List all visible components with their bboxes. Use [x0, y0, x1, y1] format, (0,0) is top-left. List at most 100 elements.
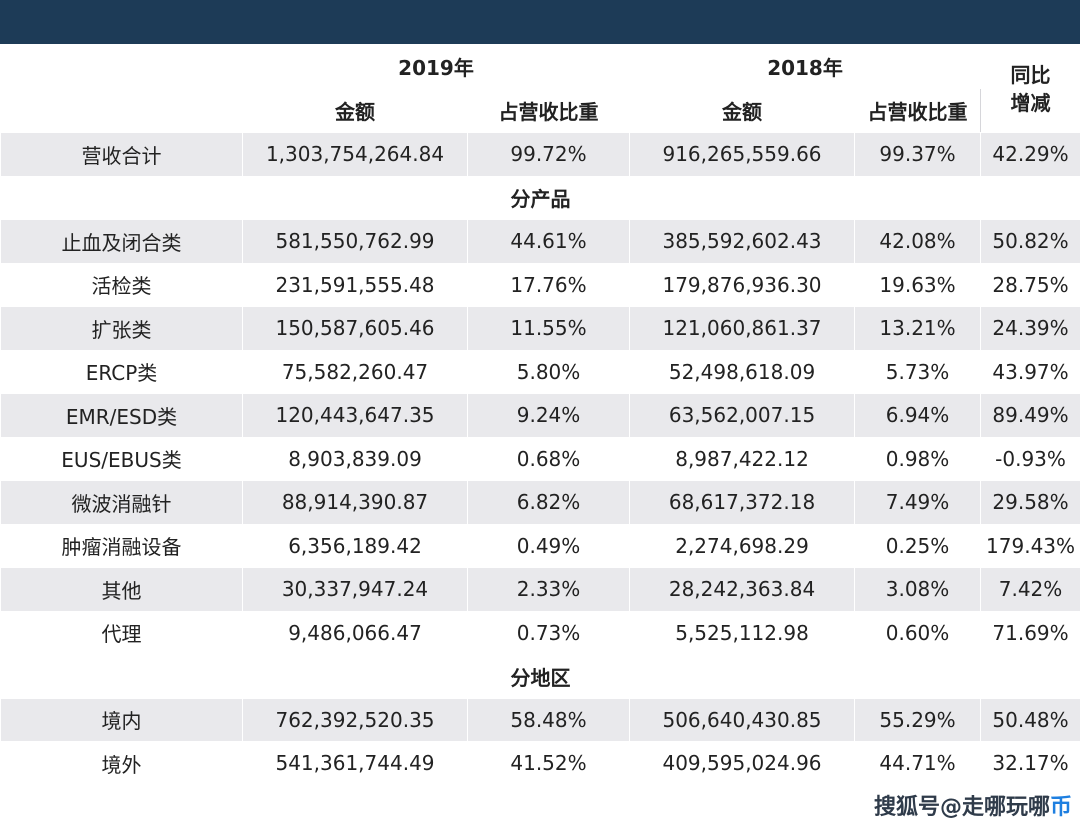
table-row: 其他 30,337,947.24 2.33% 28,242,363.84 3.08% 7.… — [0, 567, 1080, 612]
row-label: 肿瘤消融设备 — [0, 523, 243, 568]
cell-share-2019: 99.72% — [466, 132, 631, 177]
table-row: ERCP类 75,582,260.47 5.80% 52,498,618.09 5.73… — [0, 349, 1080, 394]
cell-amount-2019: 120,443,647.35 — [242, 393, 468, 438]
cell-share-2018: 0.98% — [854, 436, 982, 481]
header-2018: 2018年 — [629, 44, 982, 89]
cell-amount-2019: 75,582,260.47 — [242, 349, 468, 394]
top-banner — [0, 0, 1080, 44]
cell-share-2019: 0.68% — [466, 436, 631, 481]
table-row: 肿瘤消融设备 6,356,189.42 0.49% 2,274,698.29 0.25%… — [0, 523, 1080, 568]
cell-amount-2019: 8,903,839.09 — [242, 436, 468, 481]
cell-share-2019: 9.24% — [466, 393, 631, 438]
section-title-region: 分地区 — [0, 654, 1080, 699]
cell-amount-2018: 68,617,372.18 — [629, 480, 856, 525]
cell-share-2018: 6.94% — [854, 393, 982, 438]
cell-yoy: 29.58% — [980, 480, 1080, 525]
table-row-total: 营收合计 1,303,754,264.84 99.72% 916,265,559… — [0, 132, 1080, 177]
cell-amount-2019: 88,914,390.87 — [242, 480, 468, 525]
cell-amount-2018: 385,592,602.43 — [629, 219, 856, 264]
header-yoy-line1: 同比 — [1010, 62, 1051, 87]
cell-yoy: 42.29% — [980, 132, 1080, 177]
cell-amount-2019: 762,392,520.35 — [242, 697, 468, 742]
cell-amount-2019: 6,356,189.42 — [242, 523, 468, 568]
cell-amount-2018: 52,498,618.09 — [629, 349, 856, 394]
cell-amount-2019: 231,591,555.48 — [242, 262, 468, 307]
cell-amount-2018: 506,640,430.85 — [629, 697, 856, 742]
cell-share-2019: 41.52% — [466, 741, 631, 786]
cell-yoy: 71.69% — [980, 610, 1080, 655]
cell-amount-2018: 121,060,861.37 — [629, 306, 856, 351]
row-label: 止血及闭合类 — [0, 219, 243, 264]
cell-share-2018: 13.21% — [854, 306, 982, 351]
cell-amount-2018: 8,987,422.12 — [629, 436, 856, 481]
cell-yoy: 28.75% — [980, 262, 1080, 307]
header-row-years: 2019年 2018年 同比 增减 — [0, 44, 1080, 133]
table-row: 活检类 231,591,555.48 17.76% 179,876,936.30 19.… — [0, 262, 1080, 307]
revenue-table: 2019年 2018年 同比 增减 金额 占营收比重 金额 占营收比重 营收合计… — [0, 44, 1080, 786]
cell-amount-2018: 28,242,363.84 — [629, 567, 856, 612]
cell-share-2019: 17.76% — [466, 262, 631, 307]
table-row: 境外 541,361,744.49 41.52% 409,595,024.96 44.7… — [0, 741, 1080, 786]
cell-amount-2019: 30,337,947.24 — [242, 567, 468, 612]
row-label: ERCP类 — [0, 349, 243, 394]
row-label: 营收合计 — [0, 132, 243, 177]
section-header-product: 分产品 — [0, 175, 1080, 220]
cell-share-2019: 11.55% — [466, 306, 631, 351]
cell-yoy: 43.97% — [980, 349, 1080, 394]
row-label: 境外 — [0, 741, 243, 786]
row-label: 境内 — [0, 697, 243, 742]
watermark-suffix: 币 — [1049, 795, 1072, 820]
row-label: 扩张类 — [0, 306, 243, 351]
watermark: 搜狐号@走哪玩哪币 — [874, 789, 1072, 821]
cell-share-2019: 2.33% — [466, 567, 631, 612]
footer-area: 搜狐号@走哪玩哪币 — [0, 783, 1080, 827]
header-yoy-line2: 增减 — [1010, 90, 1051, 115]
table-row: 代理 9,486,066.47 0.73% 5,525,112.98 0.60% 71.6… — [0, 610, 1080, 655]
cell-share-2019: 6.82% — [466, 480, 631, 525]
cell-yoy: 50.48% — [980, 697, 1080, 742]
cell-share-2018: 42.08% — [854, 219, 982, 264]
cell-share-2019: 58.48% — [466, 697, 631, 742]
table-row: 止血及闭合类 581,550,762.99 44.61% 385,592,602.43… — [0, 219, 1080, 264]
cell-yoy: 179.43% — [980, 523, 1080, 568]
header-amount-2019: 金额 — [242, 88, 468, 133]
cell-yoy: 50.82% — [980, 219, 1080, 264]
cell-share-2018: 0.25% — [854, 523, 982, 568]
cell-amount-2019: 541,361,744.49 — [242, 741, 468, 786]
cell-amount-2019: 581,550,762.99 — [242, 219, 468, 264]
header-share-2019: 占营收比重 — [466, 88, 631, 133]
row-label: 活检类 — [0, 262, 243, 307]
cell-share-2018: 3.08% — [854, 567, 982, 612]
cell-amount-2018: 5,525,112.98 — [629, 610, 856, 655]
header-corner — [0, 44, 243, 133]
section-title-product: 分产品 — [0, 175, 1080, 220]
cell-share-2018: 99.37% — [854, 132, 982, 177]
header-2019: 2019年 — [241, 44, 631, 89]
table-row: 扩张类 150,587,605.46 11.55% 121,060,861.37 13.… — [0, 306, 1080, 351]
cell-yoy: 89.49% — [980, 393, 1080, 438]
cell-share-2019: 0.73% — [466, 610, 631, 655]
cell-share-2018: 55.29% — [854, 697, 982, 742]
cell-share-2019: 44.61% — [466, 219, 631, 264]
cell-share-2018: 44.71% — [854, 741, 982, 786]
header-share-2018: 占营收比重 — [854, 88, 982, 133]
cell-amount-2018: 916,265,559.66 — [629, 132, 856, 177]
cell-amount-2018: 179,876,936.30 — [629, 262, 856, 307]
row-label: 代理 — [0, 610, 243, 655]
cell-share-2018: 5.73% — [854, 349, 982, 394]
header-row-metrics: 金额 占营收比重 金额 占营收比重 — [1, 88, 1080, 133]
cell-share-2019: 0.49% — [466, 523, 631, 568]
cell-yoy: -0.93% — [980, 436, 1080, 481]
cell-amount-2018: 2,274,698.29 — [629, 523, 856, 568]
row-label: EMR/ESD类 — [0, 393, 243, 438]
cell-yoy: 32.17% — [980, 741, 1080, 786]
table-row: 微波消融针 88,914,390.87 6.82% 68,617,372.18 7.49… — [0, 480, 1080, 525]
cell-share-2019: 5.80% — [466, 349, 631, 394]
cell-share-2018: 19.63% — [854, 262, 982, 307]
row-label: 微波消融针 — [0, 480, 243, 525]
cell-yoy: 7.42% — [980, 567, 1080, 612]
cell-amount-2019: 9,486,066.47 — [242, 610, 468, 655]
cell-share-2018: 0.60% — [854, 610, 982, 655]
section-header-region: 分地区 — [0, 654, 1080, 699]
cell-amount-2019: 1,303,754,264.84 — [242, 132, 468, 177]
